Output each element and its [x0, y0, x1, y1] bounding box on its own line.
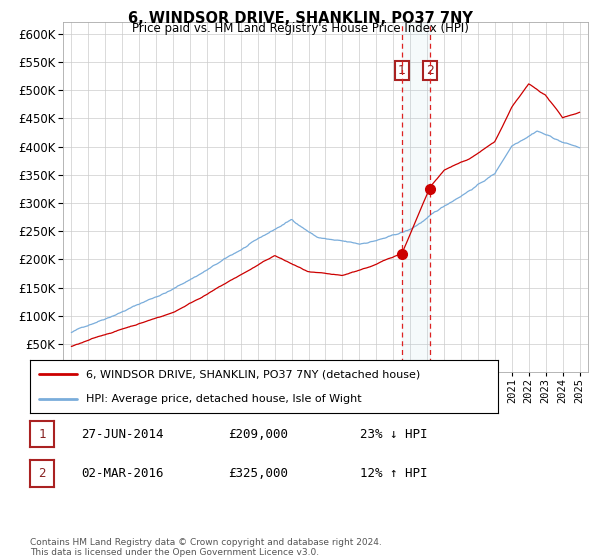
Text: 12% ↑ HPI: 12% ↑ HPI [360, 466, 427, 480]
Text: 1: 1 [38, 427, 46, 441]
Text: 6, WINDSOR DRIVE, SHANKLIN, PO37 7NY (detached house): 6, WINDSOR DRIVE, SHANKLIN, PO37 7NY (de… [86, 370, 421, 380]
Text: 6, WINDSOR DRIVE, SHANKLIN, PO37 7NY: 6, WINDSOR DRIVE, SHANKLIN, PO37 7NY [128, 11, 472, 26]
Text: HPI: Average price, detached house, Isle of Wight: HPI: Average price, detached house, Isle… [86, 394, 362, 404]
Text: £325,000: £325,000 [228, 466, 288, 480]
Text: Price paid vs. HM Land Registry's House Price Index (HPI): Price paid vs. HM Land Registry's House … [131, 22, 469, 35]
Text: Contains HM Land Registry data © Crown copyright and database right 2024.
This d: Contains HM Land Registry data © Crown c… [30, 538, 382, 557]
Text: 1: 1 [398, 64, 406, 77]
Bar [402, 22, 430, 372]
Text: 23% ↓ HPI: 23% ↓ HPI [360, 427, 427, 441]
Text: £209,000: £209,000 [228, 427, 288, 441]
Text: 27-JUN-2014: 27-JUN-2014 [81, 427, 163, 441]
Text: 2: 2 [426, 64, 434, 77]
Text: 02-MAR-2016: 02-MAR-2016 [81, 466, 163, 480]
Text: 2: 2 [38, 466, 46, 480]
